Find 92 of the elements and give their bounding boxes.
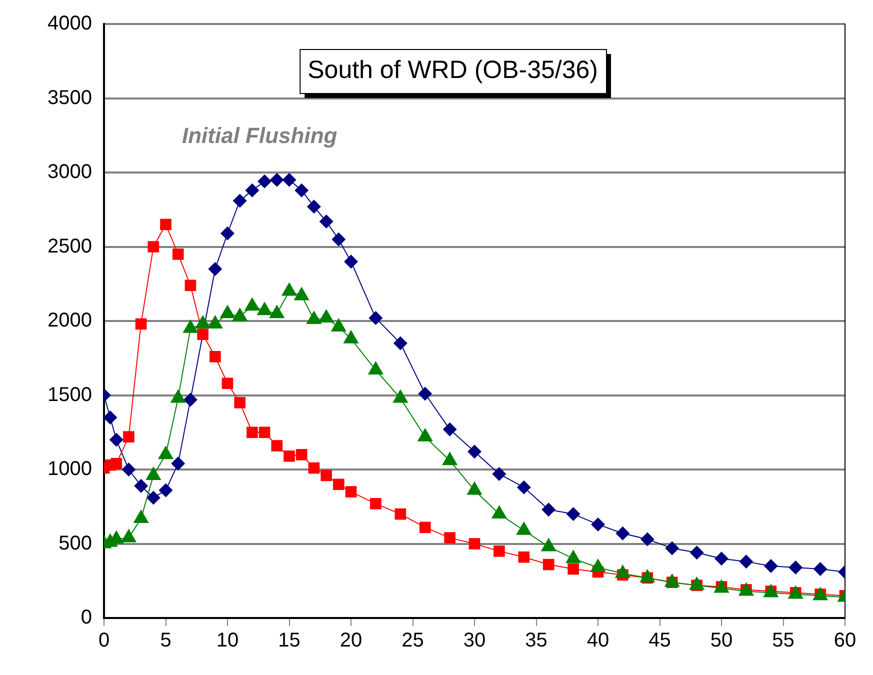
point bbox=[542, 502, 556, 517]
point bbox=[468, 538, 480, 550]
point bbox=[270, 172, 284, 187]
point bbox=[344, 254, 358, 269]
y-tick-label: 500 bbox=[58, 532, 92, 554]
x-tick-label: 20 bbox=[340, 630, 362, 652]
point bbox=[158, 483, 173, 498]
point bbox=[616, 526, 630, 540]
point bbox=[123, 431, 134, 442]
y-tick-label: 1000 bbox=[48, 458, 92, 480]
point bbox=[296, 448, 308, 460]
text: South of WRD (OB-35/36) bbox=[308, 56, 598, 84]
point bbox=[245, 183, 260, 198]
point bbox=[284, 450, 295, 462]
point bbox=[566, 507, 580, 522]
point bbox=[468, 444, 482, 459]
y-tick-label: 4000 bbox=[48, 12, 92, 35]
x-tick-label: 0 bbox=[98, 630, 110, 652]
point bbox=[332, 478, 344, 490]
point bbox=[183, 392, 198, 407]
point bbox=[320, 470, 332, 482]
point bbox=[813, 562, 828, 576]
y-tick-label: 2500 bbox=[48, 235, 92, 258]
y-tick-label: 1500 bbox=[48, 384, 92, 406]
point bbox=[104, 410, 118, 425]
point bbox=[135, 318, 147, 330]
point bbox=[246, 426, 258, 438]
point bbox=[788, 560, 803, 575]
point bbox=[209, 350, 221, 362]
point bbox=[714, 552, 728, 566]
point bbox=[172, 248, 184, 260]
y-tick-label: 0 bbox=[80, 606, 92, 629]
point bbox=[393, 336, 408, 350]
point bbox=[197, 328, 208, 340]
annotation: Initial Flushing bbox=[182, 123, 338, 148]
point bbox=[370, 498, 382, 510]
point bbox=[640, 532, 654, 546]
x-tick-label: 15 bbox=[278, 630, 300, 652]
point bbox=[134, 478, 148, 493]
point bbox=[345, 486, 357, 498]
point bbox=[368, 311, 383, 326]
point bbox=[306, 200, 321, 214]
point bbox=[282, 172, 296, 187]
point bbox=[222, 378, 234, 390]
y-tick-label: 3500 bbox=[48, 86, 92, 109]
point bbox=[568, 563, 579, 575]
y-tick-label: 2000 bbox=[48, 310, 92, 332]
point bbox=[258, 174, 272, 188]
x-tick-label: 55 bbox=[772, 630, 794, 652]
x-tick-label: 5 bbox=[160, 630, 172, 652]
point bbox=[146, 490, 160, 505]
point bbox=[294, 183, 309, 198]
point bbox=[764, 559, 778, 574]
point bbox=[109, 432, 124, 447]
point bbox=[442, 422, 457, 436]
x-tick-label: 30 bbox=[463, 630, 486, 652]
point bbox=[394, 508, 406, 520]
point bbox=[110, 458, 122, 470]
x-tick-label: 10 bbox=[216, 630, 239, 652]
point bbox=[319, 214, 334, 229]
point bbox=[332, 232, 346, 246]
x-tick-label: 25 bbox=[402, 630, 424, 652]
point bbox=[739, 554, 754, 569]
point bbox=[208, 262, 222, 276]
point bbox=[516, 480, 531, 494]
point bbox=[419, 522, 431, 534]
point bbox=[234, 397, 246, 408]
point bbox=[665, 541, 680, 556]
point bbox=[232, 194, 247, 208]
y-tick-label: 3000 bbox=[48, 161, 92, 184]
point bbox=[591, 517, 605, 532]
point bbox=[418, 386, 432, 401]
point bbox=[518, 551, 530, 563]
x-tick-label: 45 bbox=[648, 630, 671, 652]
x-tick-label: 35 bbox=[525, 630, 548, 652]
point bbox=[444, 532, 456, 544]
point bbox=[160, 218, 172, 230]
point bbox=[542, 558, 554, 570]
point bbox=[122, 462, 136, 476]
point bbox=[171, 456, 186, 471]
point bbox=[690, 546, 704, 560]
point bbox=[271, 440, 283, 452]
point bbox=[308, 462, 320, 474]
point bbox=[184, 280, 196, 292]
point bbox=[148, 241, 160, 252]
x-tick-label: 60 bbox=[834, 630, 856, 652]
point bbox=[220, 226, 234, 240]
point bbox=[494, 546, 505, 557]
x-tick-label: 50 bbox=[710, 630, 733, 652]
point bbox=[492, 466, 506, 481]
x-tick-label: 40 bbox=[586, 630, 610, 652]
point bbox=[258, 426, 270, 438]
